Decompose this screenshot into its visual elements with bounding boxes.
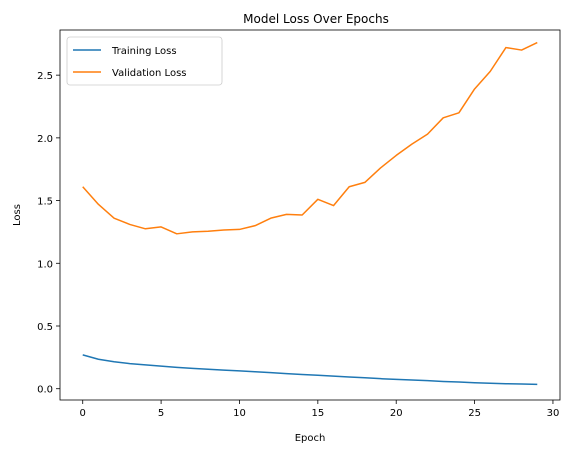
series-lines [82,41,538,386]
y-tick-label: 2.5 [37,71,53,82]
x-tick-label: 30 [547,408,560,419]
x-tick-label: 10 [233,408,246,419]
y-tick-label: 2.0 [37,134,53,145]
chart-title: Model Loss Over Epochs [243,12,389,26]
series-line-validation-loss [82,41,538,235]
y-tick-label: 1.0 [37,259,53,270]
x-axis-ticks: 0 5 10 15 20 25 30 [80,400,560,419]
y-tick-label: 1.5 [37,197,53,208]
legend: Training Loss Validation Loss [66,36,223,86]
x-tick-label: 5 [158,408,164,419]
x-tick-label: 25 [468,408,481,419]
y-axis-label: Loss [12,204,23,226]
y-tick-label: 0.0 [37,385,53,396]
x-tick-label: 0 [80,408,86,419]
legend-label-training-loss: Training Loss [111,46,177,57]
plot-frame [59,29,561,401]
x-tick-label: 20 [390,408,403,419]
x-tick-label: 15 [311,408,324,419]
y-axis-ticks: 0.0 0.5 1.0 1.5 2.0 2.5 [37,71,60,396]
series-line-training-loss [82,354,538,386]
x-axis-label: Epoch [295,433,326,444]
y-tick-label: 0.5 [37,322,53,333]
legend-label-validation-loss: Validation Loss [112,68,187,79]
legend-frame [66,36,223,86]
